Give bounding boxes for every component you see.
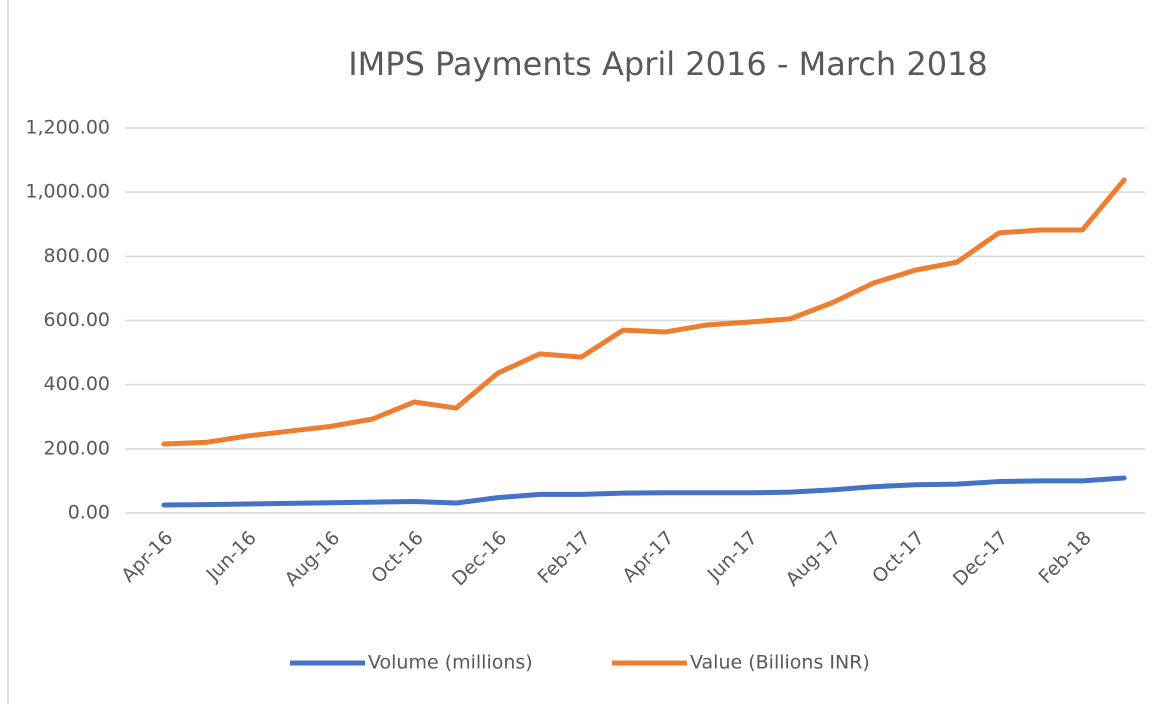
y-tick-label: 0.00 [68, 502, 110, 524]
y-tick-label: 400.00 [44, 373, 110, 395]
data-line [161, 177, 1127, 447]
y-tick-label: 200.00 [44, 437, 110, 459]
y-tick-label: 600.00 [44, 309, 110, 331]
legend-label: Value (Billions INR) [690, 652, 870, 674]
y-tick-label: 1,000.00 [25, 181, 110, 203]
data-line [161, 475, 1127, 508]
y-tick-label: 1,200.00 [25, 117, 110, 139]
chart-title: IMPS Payments April 2016 - March 2018 [348, 45, 988, 83]
legend-label: Volume (millions) [368, 652, 533, 674]
y-tick-label: 800.00 [44, 245, 110, 267]
